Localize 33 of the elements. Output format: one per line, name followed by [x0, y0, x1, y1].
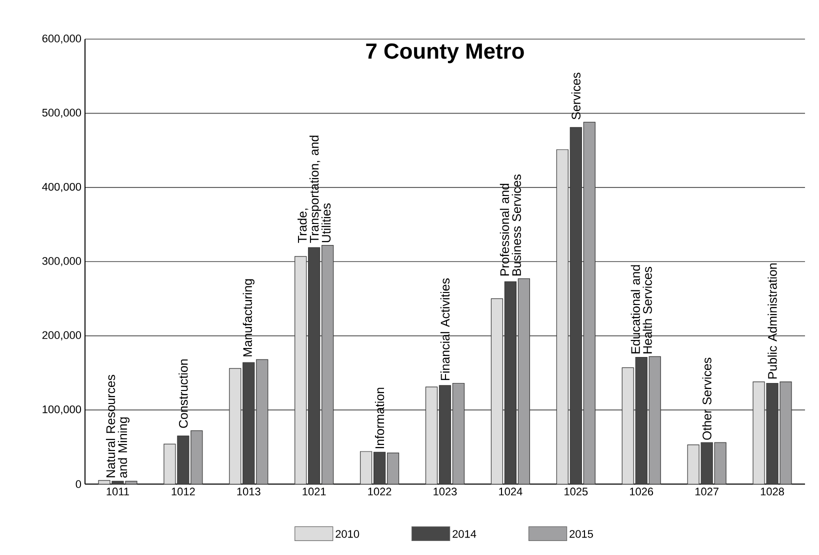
annotation: Construction — [178, 359, 188, 428]
y-tick-label: 300,000 — [42, 257, 82, 266]
x-tick-label: 1026 — [630, 488, 654, 496]
x-tick-label: 1023 — [434, 488, 457, 496]
annotation: Other Services — [702, 358, 712, 440]
legend-label: 2014 — [452, 530, 476, 538]
x-tick-label: 1013 — [237, 488, 260, 496]
x-tick-label: 1028 — [760, 488, 784, 496]
annotation: Information — [374, 388, 384, 448]
x-tick-label: 1024 — [499, 488, 522, 496]
x-tick-label: 1012 — [172, 488, 195, 496]
x-tick-label: 1027 — [695, 488, 718, 496]
annotation: Trade, Transportation, and Utilities — [298, 136, 331, 243]
y-tick-label: 0 — [76, 480, 82, 488]
y-tick-label: 200,000 — [42, 331, 82, 340]
x-tick-label: 1025 — [564, 488, 588, 496]
legend-label: 2015 — [570, 530, 593, 538]
annotation: Manufacturing — [242, 279, 254, 356]
x-tick-label: 1011 — [106, 488, 129, 496]
y-tick-label: 500,000 — [42, 108, 82, 118]
annotation: Financial Activities — [440, 278, 450, 380]
annotation: Professional and Business Services — [500, 174, 522, 276]
x-tick-label: 1022 — [368, 488, 392, 496]
chart-title: 7 County Metro — [366, 43, 524, 64]
x-tick-label: 1021 — [302, 488, 326, 496]
y-tick-label: 400,000 — [42, 182, 82, 192]
y-tick-label: 600,000 — [42, 34, 82, 44]
annotation: Services — [571, 72, 580, 120]
y-tick-label: 100,000 — [42, 405, 82, 414]
annotation: Educational and Health Services — [630, 265, 652, 354]
legend-label: 2010 — [336, 530, 360, 538]
annotation: Natural Resources and Mining — [106, 374, 130, 478]
annotation: Public Administration — [768, 263, 777, 378]
